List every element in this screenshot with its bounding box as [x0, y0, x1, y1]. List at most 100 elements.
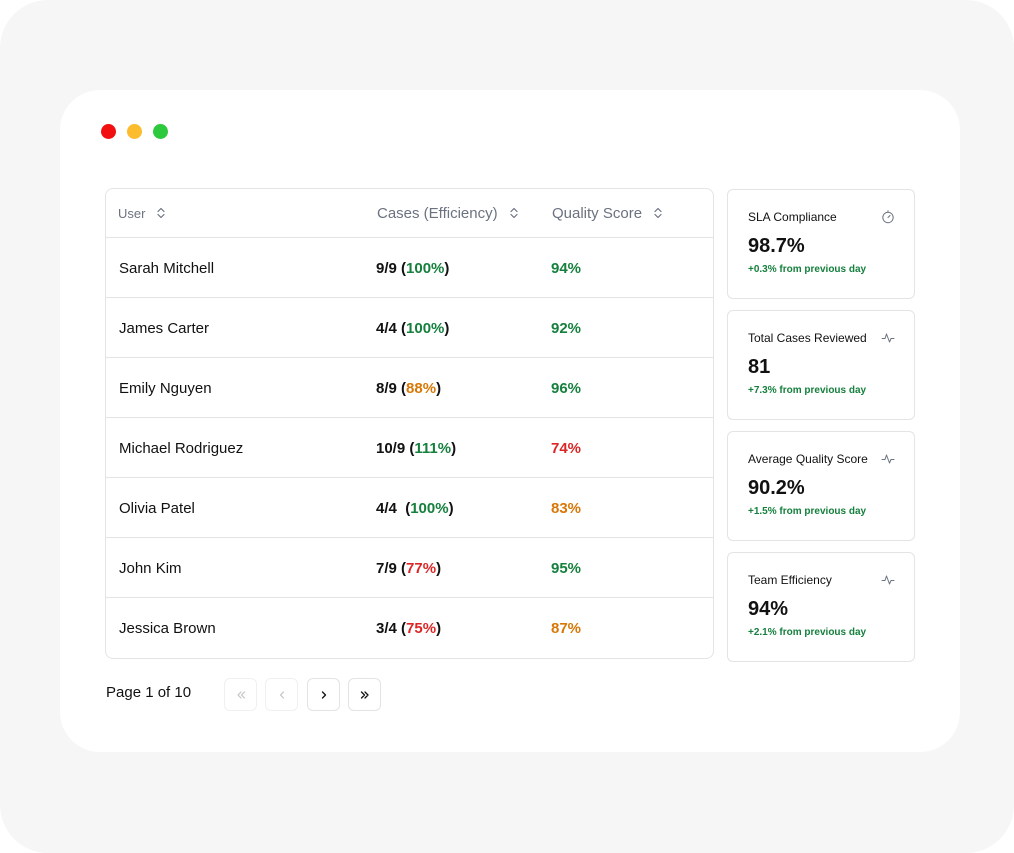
stat-value: 90.2% — [748, 477, 805, 499]
stat-change: +7.3% from previous day — [748, 385, 867, 396]
stat-title: Team Efficiency — [748, 573, 832, 587]
cases-count: 9/9 — [376, 259, 397, 277]
paren-open: ( — [405, 439, 415, 457]
table-body: Sarah Mitchell 9/9 (100%) 94% James Carter 4… — [106, 238, 713, 658]
cases-efficiency: 4/4 (100%) — [376, 478, 454, 538]
paren-close: ) — [448, 499, 454, 517]
table-row[interactable]: Jessica Brown 3/4 (75%) 87% — [106, 598, 713, 658]
chevrons-right-icon — [360, 690, 369, 699]
cases-count: 3/4 — [376, 619, 397, 637]
paren-open: ( — [396, 379, 407, 397]
cases-efficiency: 4/4 (100%) — [376, 298, 449, 358]
table-header: User Cases (Efficiency) Quality Score — [106, 189, 713, 238]
paren-open: ( — [396, 259, 407, 277]
quality-score: 83% — [551, 499, 582, 517]
stat-card-sla-compliance: SLA Compliance 98.7% +0.3% from previous… — [727, 189, 915, 299]
cases-efficiency: 8/9 (88%) — [376, 358, 441, 418]
last-page-button[interactable] — [348, 678, 381, 711]
efficiency-percent: 111% — [414, 439, 452, 457]
user-name: John Kim — [119, 559, 182, 577]
cases-count: 7/9 — [376, 559, 397, 577]
cases-count: 4/4 — [376, 319, 397, 337]
sort-icon — [157, 207, 166, 219]
user-name: Sarah Mitchell — [119, 259, 215, 277]
cases-count: 4/4 — [376, 499, 397, 517]
column-header-quality-label: Quality Score — [552, 204, 643, 222]
cases-efficiency: 7/9 (77%) — [376, 538, 441, 598]
activity-icon — [881, 575, 895, 585]
user-name: Jessica Brown — [119, 619, 216, 637]
efficiency-percent: 77% — [406, 559, 437, 577]
table-row[interactable]: Sarah Mitchell 9/9 (100%) 94% — [106, 238, 713, 298]
paren-open: ( — [396, 559, 407, 577]
cases-efficiency: 10/9 (111%) — [376, 418, 456, 478]
column-header-cases-label: Cases (Efficiency) — [377, 204, 498, 222]
efficiency-percent: 100% — [410, 499, 449, 517]
window-minimize-button[interactable] — [127, 124, 142, 139]
user-name: Emily Nguyen — [119, 379, 212, 397]
chevrons-left-icon — [236, 690, 245, 699]
column-header-cases[interactable]: Cases (Efficiency) — [377, 189, 518, 237]
page-indicator: Page 1 of 10 — [106, 684, 192, 701]
stat-value: 98.7% — [748, 235, 805, 257]
cases-count: 10/9 — [376, 439, 406, 457]
stat-change: +0.3% from previous day — [748, 264, 867, 275]
previous-page-button[interactable] — [265, 678, 298, 711]
stat-change: +2.1% from previous day — [748, 627, 867, 638]
table-row[interactable]: James Carter 4/4 (100%) 92% — [106, 298, 713, 358]
table-row[interactable]: Emily Nguyen 8/9 (88%) 96% — [106, 358, 713, 418]
efficiency-percent: 88% — [406, 379, 437, 397]
app-window: User Cases (Efficiency) Quality Score Sa… — [60, 90, 960, 752]
stat-card-total-cases: Total Cases Reviewed 81 +7.3% from previ… — [727, 310, 915, 420]
stat-title: SLA Compliance — [748, 210, 837, 224]
user-name: Olivia Patel — [119, 499, 195, 517]
efficiency-percent: 100% — [406, 259, 445, 277]
paren-close: ) — [436, 619, 442, 637]
quality-score: 95% — [551, 559, 582, 577]
paren-close: ) — [436, 379, 442, 397]
paren-close: ) — [436, 559, 442, 577]
cases-efficiency: 3/4 (75%) — [376, 598, 441, 658]
table-row[interactable]: John Kim 7/9 (77%) 95% — [106, 538, 713, 598]
column-header-user-label: User — [118, 205, 146, 221]
window-close-button[interactable] — [101, 124, 116, 139]
efficiency-percent: 100% — [406, 319, 445, 337]
table-row[interactable]: Olivia Patel 4/4 (100%) 83% — [106, 478, 713, 538]
first-page-button[interactable] — [224, 678, 257, 711]
paren-open: ( — [396, 499, 411, 517]
stat-title: Total Cases Reviewed — [748, 331, 867, 345]
quality-score: 92% — [551, 319, 582, 337]
chevron-left-icon — [279, 690, 284, 699]
quality-score: 94% — [551, 259, 582, 277]
stat-change: +1.5% from previous day — [748, 506, 867, 517]
user-performance-table: User Cases (Efficiency) Quality Score Sa… — [105, 188, 714, 659]
stat-card-average-quality: Average Quality Score 90.2% +1.5% from p… — [727, 431, 915, 541]
activity-icon — [881, 454, 895, 464]
table-row[interactable]: Michael Rodriguez 10/9 (111%) 74% — [106, 418, 713, 478]
stat-title: Average Quality Score — [748, 452, 868, 466]
stat-card-team-efficiency: Team Efficiency 94% +2.1% from previous … — [727, 552, 915, 662]
activity-icon — [881, 333, 895, 343]
user-name: Michael Rodriguez — [119, 439, 244, 457]
paren-open: ( — [396, 619, 407, 637]
quality-score: 87% — [551, 619, 582, 637]
column-header-quality[interactable]: Quality Score — [552, 189, 662, 237]
quality-score: 96% — [551, 379, 582, 397]
efficiency-percent: 75% — [406, 619, 437, 637]
sort-icon — [509, 207, 518, 219]
stat-value: 94% — [748, 598, 789, 620]
user-name: James Carter — [119, 319, 210, 337]
sort-icon — [654, 207, 662, 219]
column-header-user[interactable]: User — [118, 189, 166, 237]
window-maximize-button[interactable] — [153, 124, 168, 139]
chevron-right-icon — [321, 690, 326, 699]
paren-close: ) — [451, 439, 457, 457]
cases-efficiency: 9/9 (100%) — [376, 238, 449, 298]
next-page-button[interactable] — [307, 678, 340, 711]
stat-value: 81 — [748, 356, 771, 378]
paren-close: ) — [444, 259, 450, 277]
quality-score: 74% — [551, 439, 582, 457]
paren-open: ( — [396, 319, 407, 337]
paren-close: ) — [444, 319, 450, 337]
